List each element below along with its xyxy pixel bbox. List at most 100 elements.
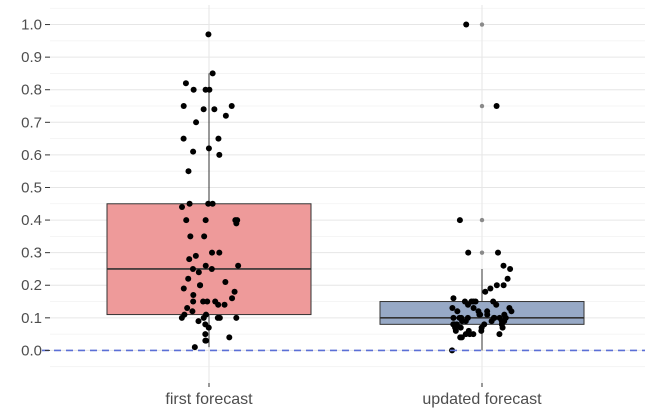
data-point (458, 334, 465, 341)
box-0 (106, 203, 312, 316)
data-point (205, 200, 212, 207)
data-point (186, 256, 193, 263)
y-tick-label: 0.3 (21, 245, 42, 262)
data-point (184, 305, 191, 312)
data-point (200, 298, 207, 305)
data-point (206, 86, 213, 93)
data-point (456, 217, 463, 224)
data-point (484, 311, 491, 318)
data-point (508, 308, 515, 315)
data-point (466, 331, 473, 338)
data-point (208, 265, 215, 272)
data-point (182, 80, 189, 87)
data-point (488, 318, 495, 325)
data-point (180, 285, 187, 292)
y-tick-label: 0.5 (21, 179, 42, 196)
y-tick-label: 0.0 (21, 342, 42, 359)
data-point (222, 112, 229, 119)
x-category-label: updated forecast (422, 391, 542, 408)
data-point (209, 70, 216, 77)
data-point (191, 344, 198, 351)
data-point (504, 275, 511, 282)
data-point (189, 308, 196, 315)
data-point (183, 217, 190, 224)
data-point (201, 233, 208, 240)
data-point (465, 301, 472, 308)
data-point (228, 103, 235, 110)
data-point (472, 298, 479, 305)
data-point (193, 119, 200, 126)
data-point (202, 262, 209, 269)
data-point (190, 86, 197, 93)
data-point (189, 265, 196, 272)
data-point (211, 106, 218, 113)
data-point (454, 308, 461, 315)
data-point (487, 285, 494, 292)
data-point (202, 217, 209, 224)
data-point (482, 288, 489, 295)
data-point (222, 278, 229, 285)
data-point (178, 314, 185, 321)
data-point (205, 145, 212, 152)
outlier-point (479, 250, 485, 255)
data-point (216, 249, 223, 256)
data-point (215, 135, 222, 142)
y-tick-label: 0.7 (21, 114, 42, 131)
data-point (192, 252, 199, 259)
data-point (202, 337, 209, 344)
data-point (190, 148, 197, 155)
x-category-label: first forecast (165, 391, 253, 408)
data-point (214, 314, 221, 321)
outlier-point (479, 22, 485, 27)
data-point (205, 324, 212, 331)
data-point (465, 249, 472, 256)
data-point (209, 249, 216, 256)
data-point (216, 151, 223, 158)
data-point (186, 200, 193, 207)
data-point (195, 318, 202, 325)
point-layer (178, 21, 515, 354)
data-point (233, 220, 240, 227)
data-point (496, 331, 503, 338)
data-point (187, 233, 194, 240)
data-point (233, 314, 240, 321)
data-point (478, 327, 485, 334)
y-tick-label: 0.6 (21, 147, 42, 164)
data-point (197, 282, 204, 289)
data-point (493, 282, 500, 289)
data-point (450, 295, 457, 302)
data-point (229, 295, 236, 302)
outlier-point (479, 103, 485, 109)
data-point (459, 318, 466, 325)
data-point (470, 305, 477, 312)
data-point (477, 311, 484, 318)
data-point (195, 269, 202, 276)
data-point (493, 301, 500, 308)
data-point (235, 262, 242, 269)
data-point (209, 200, 216, 207)
data-point (450, 314, 457, 321)
data-point (180, 135, 187, 142)
y-tick-label: 0.8 (21, 82, 42, 99)
data-point (500, 282, 507, 289)
data-point (494, 249, 501, 256)
data-point (231, 288, 238, 295)
y-tick-label: 0.4 (21, 212, 42, 229)
data-point (202, 331, 209, 338)
data-point (190, 292, 197, 299)
data-point (500, 262, 507, 269)
data-point (493, 103, 500, 110)
data-point (204, 298, 211, 305)
data-point (452, 327, 459, 334)
data-point (449, 305, 456, 312)
data-point (463, 21, 470, 28)
y-tick-label: 0.9 (21, 49, 42, 66)
y-tick-label: 0.2 (21, 277, 42, 294)
data-point (200, 314, 207, 321)
data-point (507, 265, 514, 272)
data-point (226, 334, 233, 341)
y-tick-label: 1.0 (21, 17, 42, 34)
data-point (221, 301, 228, 308)
